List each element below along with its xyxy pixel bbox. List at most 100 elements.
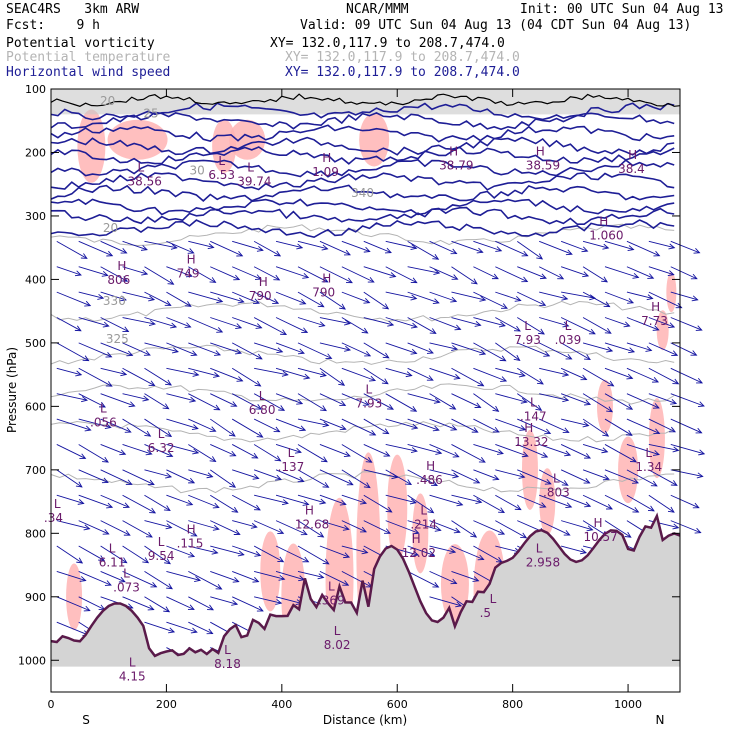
wind-vector <box>582 393 614 413</box>
wind-vector <box>341 494 368 505</box>
high-low-value: 6.80 <box>249 403 276 417</box>
wind-vector <box>517 418 552 435</box>
wind-vector <box>495 393 528 404</box>
wind-vector <box>188 393 221 411</box>
plot-frame <box>50 88 681 693</box>
theta-contour <box>50 300 675 322</box>
wind-vector <box>451 266 478 285</box>
x-tick-label: 1000 <box>614 698 642 711</box>
contour-label: 30 <box>189 164 204 178</box>
high-low-value: 8.18 <box>214 657 241 671</box>
high-low-label: L6.32 <box>148 427 175 455</box>
wind-vector <box>188 418 217 432</box>
wind-vector <box>78 367 113 387</box>
wind-vector <box>363 444 391 457</box>
wind-vector <box>407 520 442 532</box>
wind-vector <box>188 520 220 531</box>
wind-vector <box>517 342 551 357</box>
wind-vector <box>188 367 220 378</box>
wind-vector <box>604 469 640 484</box>
wind-vector <box>539 367 570 377</box>
wind-vector <box>188 240 215 250</box>
high-low-value: .073 <box>113 581 140 595</box>
wind-vector <box>297 393 327 412</box>
high-low-label: L6.11 <box>99 541 126 569</box>
wind-vector <box>517 393 543 411</box>
wind-vector <box>604 240 635 251</box>
wind-vector <box>78 393 106 408</box>
wind-vector <box>495 317 521 332</box>
high-low-value: 1.34 <box>635 460 662 474</box>
wind-vector <box>648 418 676 433</box>
wind-vector <box>670 342 698 356</box>
high-low-letter: L <box>645 446 652 460</box>
wind-vector <box>407 266 441 275</box>
wind-vector <box>560 494 592 508</box>
wind-vector <box>385 240 418 251</box>
wind-vector <box>122 240 148 251</box>
wind-vector <box>670 393 705 408</box>
wind-vector <box>166 393 197 403</box>
wind-vector <box>275 266 310 279</box>
wind-vector <box>56 291 92 307</box>
high-low-label: L1.34 <box>635 446 662 474</box>
wind-speed-contour <box>50 159 675 178</box>
high-low-label: L.214 <box>410 503 437 531</box>
high-low-letter: H <box>628 148 637 162</box>
pv-shade-patch <box>648 398 665 479</box>
high-low-value: .056 <box>90 416 117 430</box>
wind-vector <box>539 418 570 433</box>
wind-vector <box>231 367 262 387</box>
wind-vector <box>100 317 130 332</box>
x-tick-label: 200 <box>156 698 177 711</box>
wind-vector <box>670 266 698 280</box>
high-low-value: 7.73 <box>641 314 668 328</box>
org-label: NCAR/MMM <box>346 2 409 17</box>
wind-vector <box>451 240 484 254</box>
wind-vector <box>539 291 569 301</box>
theta-contour <box>50 383 675 405</box>
wind-vector <box>626 469 658 487</box>
terrain-fill <box>51 516 680 667</box>
high-low-value: 12.68 <box>295 517 329 531</box>
high-low-value: 7.93 <box>356 397 383 411</box>
high-low-label: L.5 <box>480 592 497 620</box>
wind-vector <box>297 494 327 505</box>
wind-vector <box>275 545 310 563</box>
contour-label: 340 <box>351 186 374 200</box>
wind-vector <box>56 444 87 459</box>
wind-vector <box>385 291 418 301</box>
wind-vector <box>604 494 640 513</box>
high-low-letter: H <box>259 275 268 289</box>
field-name-wind: Horizontal wind speed <box>6 65 171 80</box>
wind-vector <box>473 520 506 535</box>
wind-vector <box>210 494 239 513</box>
wind-vector <box>100 367 128 377</box>
high-low-label: L.039 <box>555 319 582 347</box>
wind-vector <box>560 317 596 335</box>
high-low-letter: H <box>536 145 545 159</box>
high-low-letter: L <box>247 161 254 175</box>
wind-vector <box>363 291 390 310</box>
wind-vector <box>538 469 569 486</box>
wind-vector <box>517 469 552 485</box>
wind-vector <box>188 291 224 304</box>
high-low-value: 38.59 <box>526 159 560 173</box>
wind-vector <box>188 266 217 283</box>
wind-vector <box>232 469 260 480</box>
wind-speed-contour <box>50 184 675 202</box>
wind-vector <box>473 367 508 382</box>
high-low-letter: L <box>218 154 225 168</box>
wind-vector <box>254 367 289 377</box>
wind-vector <box>166 570 202 582</box>
wind-vector <box>297 444 328 463</box>
wind-vector <box>122 367 156 387</box>
wind-vector <box>341 317 369 334</box>
wind-vector <box>319 469 354 486</box>
wind-vector <box>100 469 133 485</box>
high-low-label: L.803 <box>543 472 570 500</box>
wind-vector <box>451 444 486 463</box>
wind-vector <box>56 393 88 403</box>
wind-vector <box>341 393 370 406</box>
